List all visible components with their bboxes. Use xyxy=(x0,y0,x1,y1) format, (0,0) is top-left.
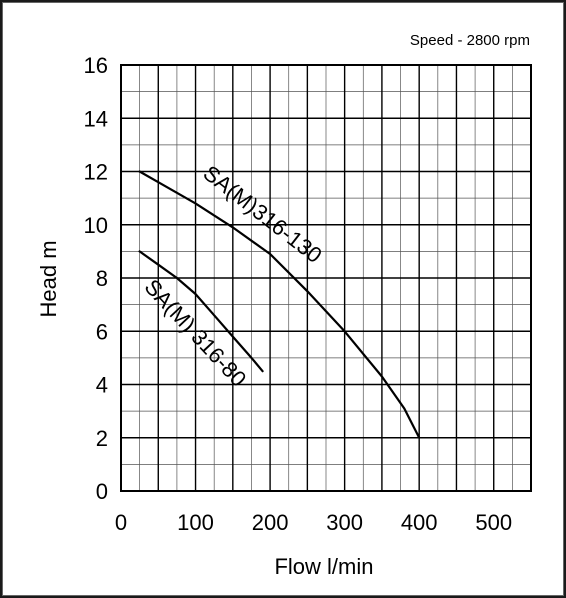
chart: 0 100 200 300 400 500 0 2 4 6 8 10 12 14 16 Speed - 2… xyxy=(36,32,532,579)
x-axis-title: Flow l/min xyxy=(274,554,373,579)
speed-annotation: Speed - 2800 rpm xyxy=(410,32,530,49)
y-tick-label: 6 xyxy=(96,319,108,344)
y-tick-label: 10 xyxy=(84,213,108,238)
y-tick-label: 12 xyxy=(84,160,108,185)
y-tick-label: 2 xyxy=(96,426,108,451)
grid-minor xyxy=(121,65,531,491)
y-tick-label: 16 xyxy=(84,53,108,78)
x-tick-label: 200 xyxy=(252,510,289,535)
y-tick-label: 4 xyxy=(96,373,108,398)
series-line-1 xyxy=(138,250,264,373)
x-tick-label: 400 xyxy=(401,510,438,535)
x-tick-label: 500 xyxy=(475,510,512,535)
y-axis-title: Head m xyxy=(36,240,61,317)
y-tick-label: 8 xyxy=(96,266,108,291)
y-tick-labels: 0 2 4 6 8 10 12 14 16 xyxy=(84,53,108,504)
y-tick-label: 0 xyxy=(96,479,108,504)
x-tick-label: 300 xyxy=(326,510,363,535)
y-tick-label: 14 xyxy=(84,106,108,131)
plot-border xyxy=(120,64,532,492)
x-tick-label: 100 xyxy=(177,510,214,535)
x-tick-label: 0 xyxy=(115,510,127,535)
x-tick-labels: 0 100 200 300 400 500 xyxy=(115,510,512,535)
series-line-0 xyxy=(138,170,421,439)
series-layer xyxy=(138,170,421,439)
